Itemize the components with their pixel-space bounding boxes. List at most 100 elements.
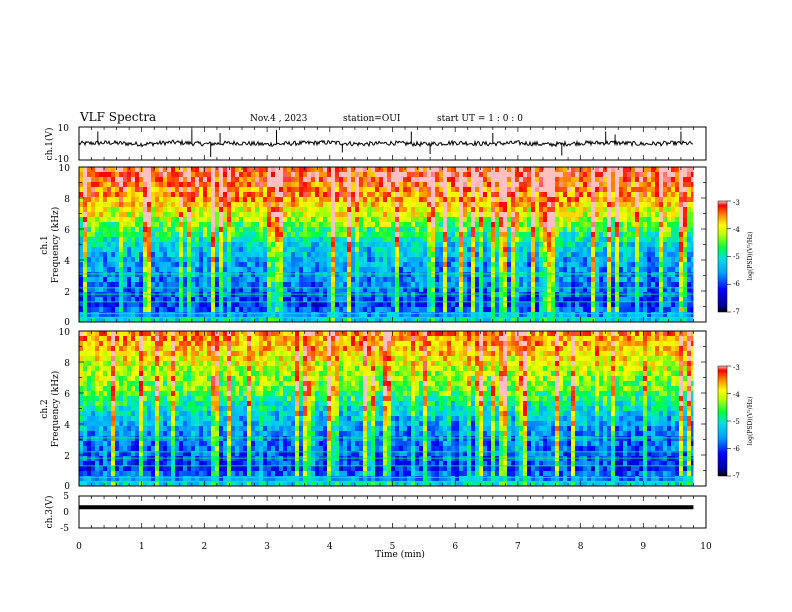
spectrogram-cell [639, 302, 643, 307]
spectrogram-cell [111, 267, 115, 272]
spectrogram-cell [391, 182, 395, 187]
spectrogram-cell [111, 222, 115, 227]
spectrogram-cell [559, 227, 563, 232]
spectrogram-cell [535, 302, 539, 307]
spectrogram-cell [523, 317, 527, 322]
spectrogram-cell [411, 232, 415, 237]
spectrogram-cell [651, 302, 655, 307]
spectrogram-cell [307, 257, 311, 262]
spectrogram-cell [591, 177, 595, 182]
spectrogram-cell [375, 167, 379, 172]
spectrogram-cell [387, 317, 391, 322]
spectrogram-cell [459, 297, 463, 302]
spectrogram-cell [603, 207, 607, 212]
spectrogram-cell [631, 227, 635, 232]
spectrogram-cell [315, 262, 319, 267]
spectrogram-cell [627, 312, 631, 317]
spectrogram-cell [143, 237, 147, 242]
spectrogram-cell [155, 192, 159, 197]
spectrogram-cell [667, 287, 671, 292]
spectrogram-cell [331, 237, 335, 242]
spectrogram-cell [551, 212, 555, 217]
spectrogram-cell [331, 182, 335, 187]
spectrogram-cell [331, 202, 335, 207]
spectrogram-cell [691, 317, 694, 322]
spectrogram-cell [223, 257, 227, 262]
spectrogram-cell [531, 247, 535, 252]
spectrogram-cell [283, 252, 287, 257]
spectrogram-cell [207, 272, 211, 277]
spectrogram-cell [235, 297, 239, 302]
spectrogram-cell [203, 232, 207, 237]
spectrogram-cell [131, 232, 135, 237]
spectrogram-cell [607, 252, 611, 257]
spectrogram-cell [95, 197, 99, 202]
spectrogram-cell [331, 227, 335, 232]
spectrogram-cell [379, 242, 383, 247]
spectrogram-cell [187, 232, 191, 237]
spectrogram-cell [455, 257, 459, 262]
spectrogram-cell [343, 262, 347, 267]
spectrogram-cell [123, 262, 127, 267]
spectrogram-cell [575, 312, 579, 317]
spectrogram-cell [283, 197, 287, 202]
spectrogram-cell [627, 302, 631, 307]
spectrogram-cell [531, 242, 535, 247]
spectrogram-cell [411, 257, 415, 262]
spectrogram-cell [119, 227, 123, 232]
spectrogram-cell [199, 232, 203, 237]
spectrogram-cell [651, 307, 655, 312]
spectrogram-cell [411, 182, 415, 187]
spectrogram-cell [455, 197, 459, 202]
spectrogram-cell [143, 242, 147, 247]
spectrogram-cell [183, 172, 187, 177]
spectrogram-cell [655, 272, 659, 277]
spectrogram-cell [199, 277, 203, 282]
spectrogram-cell [551, 232, 555, 237]
spectrogram-cell [647, 307, 651, 312]
spectrogram-cell [483, 182, 487, 187]
spectrogram-cell [151, 227, 155, 232]
spectrogram-cell [571, 267, 575, 272]
spectrogram-cell [423, 262, 427, 267]
spectrogram-cell [407, 217, 411, 222]
spectrogram-cell [399, 302, 403, 307]
spectrogram-cell [415, 247, 419, 252]
spectrogram-cell [415, 167, 419, 172]
spectrogram-cell [483, 297, 487, 302]
spectrogram-cell [119, 197, 123, 202]
spectrogram-cell [223, 187, 227, 192]
spectrogram-cell [307, 232, 311, 237]
spectrogram-cell [559, 282, 563, 287]
spectrogram-cell [539, 227, 543, 232]
spectrogram-cell [583, 247, 587, 252]
spectrogram-cell [487, 182, 491, 187]
spectrogram-cell [151, 172, 155, 177]
spectrogram-cell [675, 307, 679, 312]
spectrogram-cell [567, 232, 571, 237]
spectrogram-cell [679, 222, 683, 227]
spectrogram-cell [623, 242, 627, 247]
spectrogram-cell [619, 267, 623, 272]
spectrogram-cell [175, 192, 179, 197]
spectrogram-cell [463, 297, 467, 302]
spectrogram-cell [647, 232, 651, 237]
spectrogram-cell [143, 217, 147, 222]
spectrogram-cell [263, 167, 267, 172]
spectrogram-cell [183, 222, 187, 227]
spectrogram-cell [243, 267, 247, 272]
spectrogram-cell [279, 187, 283, 192]
spectrogram-cell [607, 222, 611, 227]
spectrogram-cell [579, 287, 583, 292]
spectrogram-cell [327, 222, 331, 227]
spectrogram-cell [659, 247, 663, 252]
spectrogram-cell [275, 252, 279, 257]
spectrogram-cell [135, 277, 139, 282]
spectrogram-cell [451, 277, 455, 282]
spectrogram-cell [283, 212, 287, 217]
spectrogram-cell [419, 302, 423, 307]
spectrogram-cell [515, 312, 519, 317]
spectrogram-cell [227, 277, 231, 282]
spectrogram-cell [655, 312, 659, 317]
spectrogram-cell [663, 167, 667, 172]
